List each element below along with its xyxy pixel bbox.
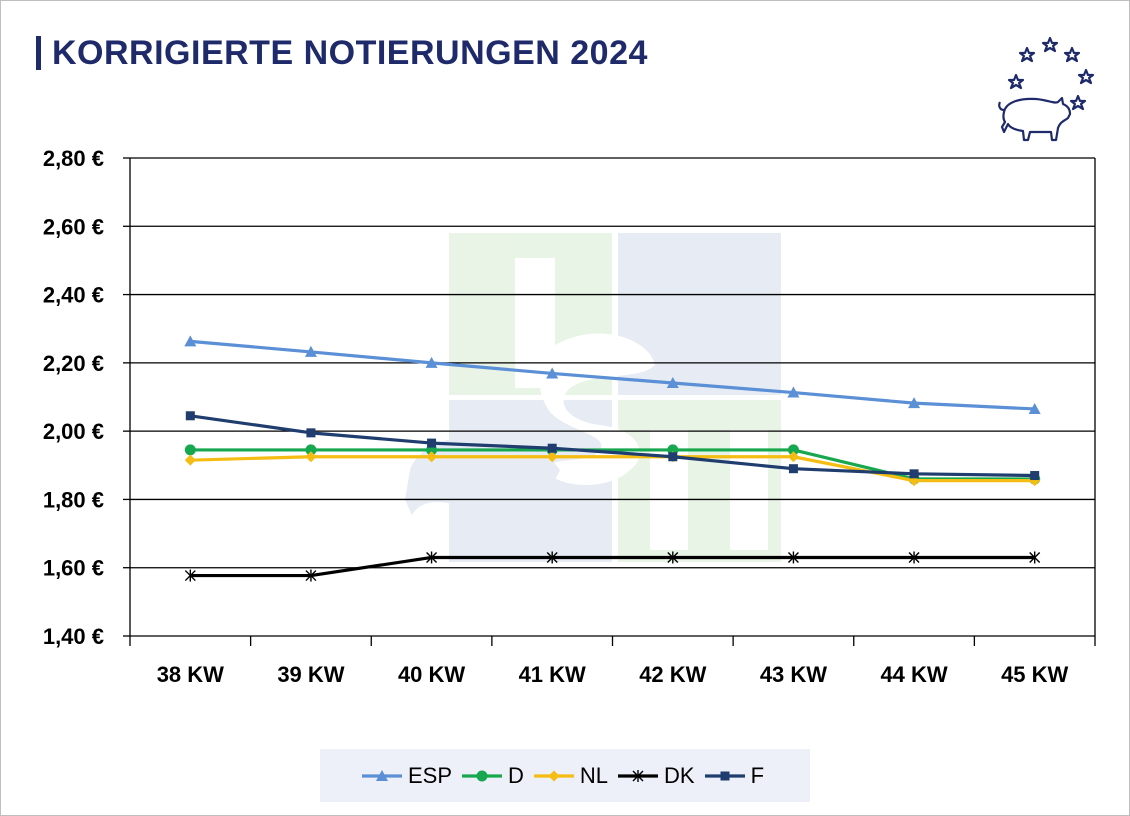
series-nl bbox=[184, 451, 1041, 487]
data-point-dk bbox=[787, 551, 799, 564]
data-point-esp bbox=[184, 335, 197, 347]
star-icon bbox=[1069, 94, 1087, 111]
legend-swatch bbox=[361, 769, 402, 781]
data-point-esp bbox=[425, 356, 438, 368]
data-point-f bbox=[427, 438, 437, 448]
data-point-dk bbox=[184, 569, 196, 582]
data-point-esp bbox=[304, 345, 317, 357]
data-point-f bbox=[306, 428, 316, 438]
series-line-nl bbox=[190, 455, 1035, 483]
y-tick-label: 2,20 € bbox=[43, 351, 104, 376]
series-lines bbox=[184, 335, 1041, 582]
y-tick-label: 1,60 € bbox=[43, 556, 104, 581]
legend-swatch bbox=[704, 771, 745, 780]
data-point-f bbox=[668, 452, 678, 462]
legend-label: ESP bbox=[407, 762, 452, 788]
data-point-esp bbox=[1028, 402, 1041, 414]
star-icon bbox=[1077, 68, 1095, 85]
series-line-esp bbox=[190, 339, 1035, 411]
data-point-f bbox=[547, 443, 557, 453]
legend-item-esp: ESP bbox=[360, 763, 452, 789]
legend-label: F bbox=[750, 762, 765, 788]
star-icon bbox=[1041, 36, 1059, 53]
data-point-f bbox=[788, 464, 798, 474]
legend-marker bbox=[375, 769, 388, 781]
series-line-dk bbox=[190, 555, 1035, 578]
data-point-dk bbox=[908, 551, 920, 564]
series-esp bbox=[184, 335, 1041, 414]
pig-with-stars-icon bbox=[998, 36, 1095, 142]
star-icon bbox=[1063, 46, 1081, 63]
series-line-f bbox=[190, 414, 1035, 478]
data-point-dk bbox=[667, 551, 679, 564]
legend-label: DK bbox=[664, 762, 695, 788]
y-tick-label: 2,60 € bbox=[43, 214, 104, 239]
x-tick-label: 41 KW bbox=[519, 662, 586, 687]
data-point-d bbox=[787, 444, 799, 456]
legend-swatch bbox=[462, 770, 502, 781]
data-point-nl bbox=[305, 451, 317, 463]
data-point-dk bbox=[546, 551, 558, 564]
legend-swatch bbox=[533, 770, 574, 781]
star-icon bbox=[1007, 73, 1025, 90]
data-point-f bbox=[185, 411, 195, 421]
legend: ESP D NL DK F bbox=[320, 749, 810, 802]
y-tick-label: 2,00 € bbox=[43, 419, 104, 444]
x-tick-label: 44 KW bbox=[880, 662, 947, 687]
legend-item-d: D bbox=[460, 763, 524, 789]
y-tick-label: 1,80 € bbox=[43, 487, 104, 512]
y-tick-label: 1,40 € bbox=[43, 624, 104, 649]
y-tick-labels: 1,40 € 1,60 € 1,80 € 2,00 € 2,20 € 2,40 € 2,60… bbox=[43, 146, 104, 649]
data-point-esp bbox=[546, 367, 559, 379]
page-title: KORRIGIERTE NOTIERUNGEN 2024 bbox=[52, 34, 648, 72]
y-tick-label: 2,40 € bbox=[43, 283, 104, 308]
legend-marker bbox=[548, 770, 560, 781]
legend-label: NL bbox=[579, 762, 609, 788]
data-point-nl bbox=[546, 451, 558, 463]
y-grid-lines bbox=[123, 157, 1095, 637]
legend-swatch bbox=[618, 769, 659, 782]
data-point-esp bbox=[787, 386, 800, 398]
data-point-d bbox=[305, 444, 317, 456]
data-point-esp bbox=[908, 397, 921, 409]
data-point-dk bbox=[1029, 551, 1041, 564]
data-point-dk bbox=[305, 569, 317, 582]
legend-item-nl: NL bbox=[532, 763, 608, 789]
x-tick-label: 43 KW bbox=[760, 662, 827, 687]
x-tick-labels: 38 KW 39 KW 40 KW 41 KW 42 KW 43 KW 44 KW 45 KW bbox=[157, 662, 1069, 687]
legend-marker bbox=[632, 769, 644, 782]
legend-item-f: F bbox=[703, 763, 764, 789]
data-point-nl bbox=[426, 451, 438, 463]
data-point-nl bbox=[184, 454, 196, 466]
data-point-dk bbox=[426, 551, 438, 564]
series-dk bbox=[184, 551, 1041, 582]
axes bbox=[129, 158, 1096, 646]
x-tick-label: 38 KW bbox=[157, 662, 224, 687]
star-icon bbox=[1018, 46, 1036, 63]
x-tick-label: 40 KW bbox=[398, 662, 465, 687]
x-tick-label: 42 KW bbox=[639, 662, 706, 687]
data-point-nl bbox=[787, 451, 799, 463]
data-point-f bbox=[909, 469, 919, 479]
data-point-esp bbox=[666, 377, 679, 389]
legend-label: D bbox=[508, 762, 524, 788]
data-point-d bbox=[184, 444, 196, 456]
x-tick-label: 45 KW bbox=[1001, 662, 1068, 687]
pig-body bbox=[1000, 96, 1072, 142]
series-f bbox=[185, 411, 1040, 481]
legend-marker bbox=[476, 770, 488, 781]
data-point-f bbox=[1030, 471, 1040, 481]
x-tick-label: 39 KW bbox=[277, 662, 344, 687]
y-tick-label: 2,80 € bbox=[43, 146, 104, 171]
isn-watermark-logo bbox=[405, 233, 781, 562]
legend-item-dk: DK bbox=[616, 763, 695, 789]
legend-marker bbox=[720, 771, 730, 780]
title-accent-bar bbox=[36, 36, 41, 70]
